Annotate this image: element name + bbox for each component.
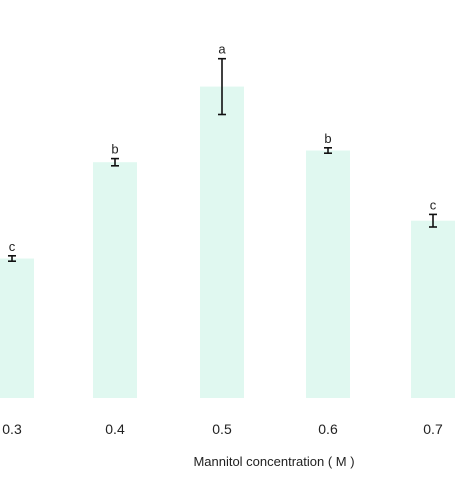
bar-0.5 bbox=[200, 86, 244, 398]
x-tick-label-0.5: 0.5 bbox=[212, 421, 232, 437]
error-bar-0.6 bbox=[324, 147, 332, 154]
significance-label-0.6: b bbox=[324, 131, 331, 146]
x-tick-label-0.6: 0.6 bbox=[318, 421, 338, 437]
x-axis-title: Mannitol concentration ( M ) bbox=[193, 454, 354, 469]
bar-0.4 bbox=[93, 162, 137, 398]
x-tick-label-0.7: 0.7 bbox=[423, 421, 443, 437]
x-tick-label-0.3: 0.3 bbox=[2, 421, 22, 437]
bar-0.7 bbox=[411, 220, 455, 398]
error-bar-0.7 bbox=[429, 213, 437, 228]
x-tick-label-0.4: 0.4 bbox=[105, 421, 125, 437]
significance-label-0.4: b bbox=[111, 142, 118, 157]
significance-label-0.5: a bbox=[218, 42, 226, 57]
error-bar-0.5 bbox=[218, 57, 226, 116]
bar-0.6 bbox=[306, 150, 350, 398]
significance-label-0.3: c bbox=[9, 239, 16, 254]
bar-0.3 bbox=[0, 258, 34, 398]
error-bar-0.3 bbox=[8, 255, 16, 263]
significance-label-0.7: c bbox=[430, 197, 437, 212]
error-bar-0.4 bbox=[111, 157, 119, 167]
